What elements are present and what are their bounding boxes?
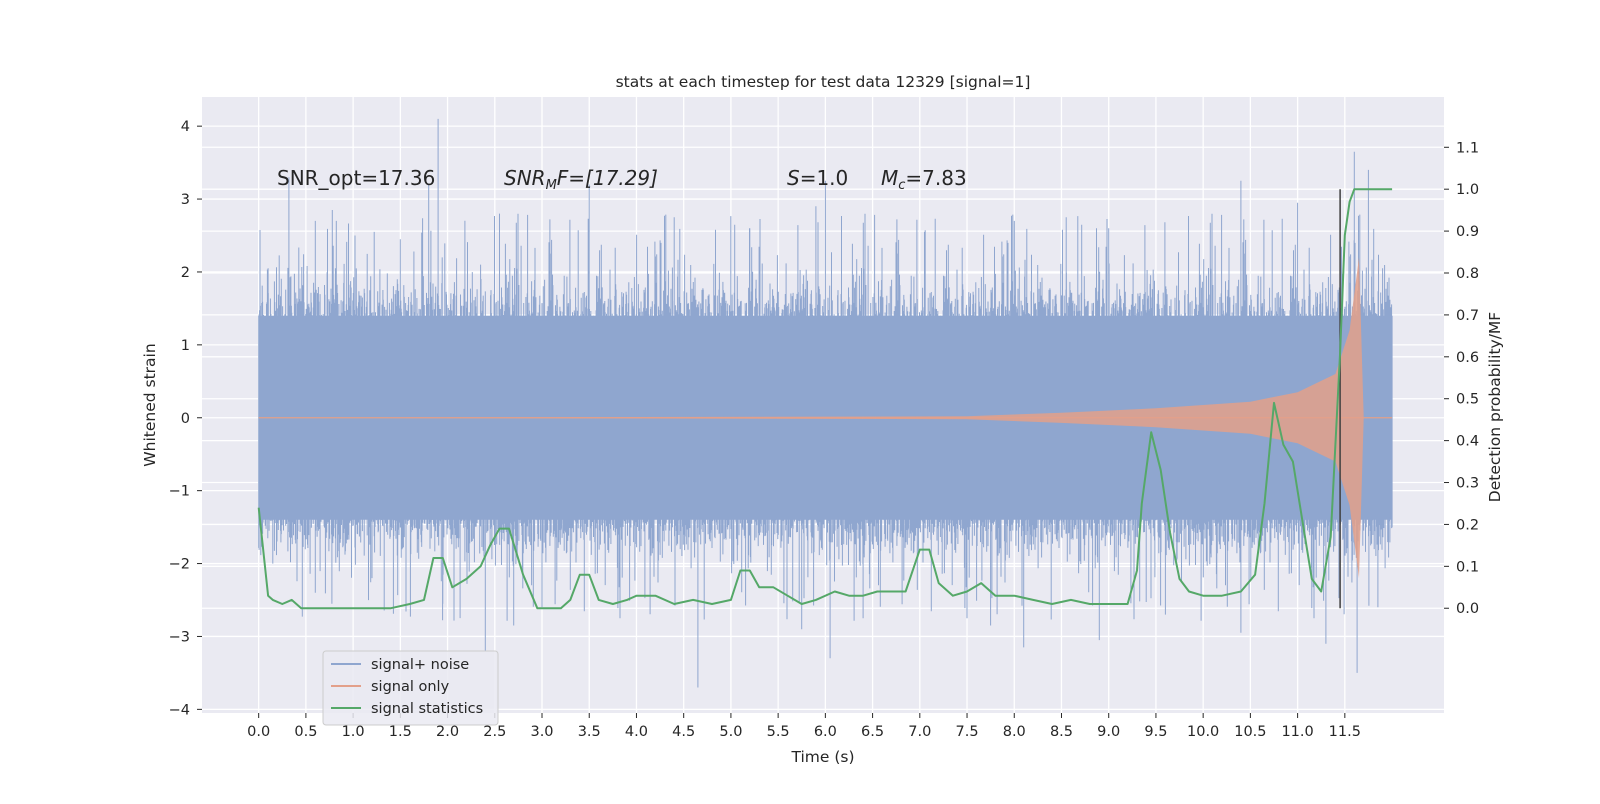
x-tick-label: 8.5 (1050, 724, 1073, 740)
annotation-s: S=1.0 (787, 166, 848, 190)
legend-label-signal-only: signal only (371, 679, 450, 695)
y-tick-label: −4 (169, 702, 190, 718)
x-tick-label: 11.0 (1281, 724, 1313, 740)
y-axis-label: Whitened strain (141, 343, 159, 466)
y2-tick-label: 0.2 (1456, 517, 1479, 533)
axes: 0.0 0.5 1.0 1.5 2.0 2.5 3.0 3.5 4.0 4.5 5.0 5.5 6.0 6… (169, 119, 1479, 740)
x-tick-label: 9.5 (1144, 724, 1167, 740)
y2-tick-label: 1.0 (1456, 182, 1479, 198)
y-tick-label: 1 (181, 338, 190, 354)
annotation-snr-mf: SNRMF=[17.29] (504, 166, 658, 193)
x-tick-label: 4.5 (672, 724, 695, 740)
y2-tick-label: 0.7 (1456, 308, 1479, 324)
x-tick-label: 0.0 (247, 724, 270, 740)
annotation-s-symbol: S (787, 166, 800, 190)
chart-title: stats at each timestep for test data 123… (616, 73, 1031, 91)
y2-axis-label: Detection probability/MF (1486, 312, 1504, 503)
x-tick-label: 2.0 (436, 724, 459, 740)
y-tick-label: −3 (169, 629, 190, 645)
x-tick-label: 2.5 (483, 724, 506, 740)
annotation-snr-mf-symbol: SNR (504, 166, 546, 190)
y-tick-label: 3 (181, 192, 190, 208)
signal-statistics-line (257, 188, 1393, 610)
annotation-mc-subscript: c (898, 178, 905, 193)
y2-tick-label: 0.1 (1456, 559, 1479, 575)
annotation-mc-value: =7.83 (905, 166, 966, 190)
y2-tick-label: 0.5 (1456, 392, 1479, 408)
x-tick-label: 1.5 (389, 724, 412, 740)
annotation-snr-mf-value: F=[17.29] (557, 166, 658, 190)
x-tick-label: 3.0 (530, 724, 553, 740)
y2-tick-label: 0.8 (1456, 266, 1479, 282)
x-tick-label: 3.5 (578, 724, 601, 740)
annotations: SNR_opt=17.36 SNRMF=[17.29] S=1.0 Mc=7.8… (277, 166, 967, 193)
x-tick-label: 11.5 (1329, 724, 1361, 740)
legend-label-signal-statistics: signal statistics (371, 701, 483, 717)
y2-tick-label: 0.9 (1456, 224, 1479, 240)
y2-tick-label: 0.3 (1456, 476, 1479, 492)
x-tick-label: 10.0 (1187, 724, 1219, 740)
y-tick-label: −2 (169, 557, 190, 573)
x-axis-label: Time (s) (790, 748, 854, 766)
x-tick-label: 7.5 (956, 724, 979, 740)
y2-tick-label: 0.6 (1456, 350, 1479, 366)
y-tick-label: 0 (181, 411, 190, 427)
x-tick-label: 10.5 (1234, 724, 1266, 740)
y2-tick-label: 0.4 (1456, 434, 1479, 450)
x-tick-label: 8.0 (1003, 724, 1026, 740)
y2-tick-label: 1.1 (1456, 140, 1479, 156)
annotation-mc-symbol: M (881, 166, 898, 190)
annotation-snr-opt: SNR_opt=17.36 (277, 166, 435, 190)
x-tick-label: 1.0 (342, 724, 365, 740)
x-tick-label: 6.0 (814, 724, 837, 740)
x-tick-label: 7.0 (908, 724, 931, 740)
x-tick-label: 5.0 (719, 724, 742, 740)
x-tick-label: 9.0 (1097, 724, 1120, 740)
x-tick-label: 0.5 (294, 724, 317, 740)
x-tick-label: 6.5 (861, 724, 884, 740)
y2-tick-label: 0.0 (1456, 601, 1479, 617)
annotation-snr-mf-subscript: M (546, 178, 557, 193)
x-tick-label: 5.5 (767, 724, 790, 740)
y-tick-label: 2 (181, 265, 190, 281)
legend-box (322, 650, 499, 726)
annotation-s-value: =1.0 (800, 166, 849, 190)
annotation-mc: Mc=7.83 (881, 166, 967, 193)
series-signal-only (258, 257, 1393, 579)
x-tick-label: 4.0 (625, 724, 648, 740)
y-tick-label: 4 (181, 119, 190, 135)
y-tick-label: −1 (169, 484, 190, 500)
legend: signal+ noise signal only signal statist… (322, 650, 499, 726)
series-signal-statistics (257, 188, 1393, 610)
legend-label-signal-plus-noise: signal+ noise (371, 657, 469, 673)
